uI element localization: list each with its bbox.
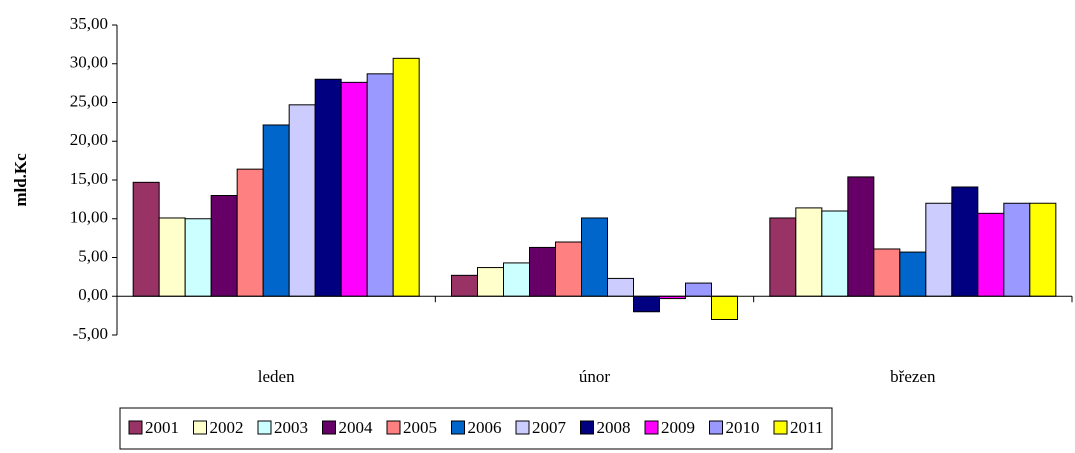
y-tick-label: 0,00 (78, 285, 108, 304)
bar (366, 73, 394, 297)
y-tick-label: 20,00 (70, 130, 108, 149)
bar (451, 274, 478, 297)
bar (633, 295, 660, 313)
bar (607, 277, 634, 297)
bar (711, 295, 738, 320)
y-tick-label: 15,00 (70, 169, 108, 188)
y-tick-label: 30,00 (70, 53, 108, 72)
bar (184, 218, 212, 297)
bar (873, 248, 901, 297)
y-axis-label: mld.Kc (11, 153, 30, 207)
y-tick-label: -5,00 (73, 324, 108, 343)
bar (392, 57, 420, 297)
bar (555, 241, 582, 297)
bar (685, 282, 712, 297)
bar (899, 251, 927, 297)
legend-label: 2002 (210, 418, 244, 437)
bar (925, 202, 953, 297)
legend-swatch (580, 420, 594, 435)
legend-label: 2004 (339, 418, 374, 437)
legend-swatch (451, 420, 465, 435)
bar (795, 207, 823, 297)
legend-swatch (257, 420, 272, 435)
bar (288, 104, 316, 297)
legend-label: 2006 (468, 418, 502, 437)
x-tick-label: únor (579, 367, 611, 386)
bar (977, 212, 1005, 297)
bar (769, 217, 797, 297)
y-tick-label: 25,00 (70, 91, 108, 110)
legend-label: 2001 (145, 418, 179, 437)
bar (314, 78, 342, 297)
legend-label: 2009 (661, 418, 695, 437)
legend-swatch (515, 420, 530, 435)
y-tick-label: 10,00 (70, 208, 108, 227)
bar (158, 217, 186, 297)
bar (821, 210, 849, 297)
legend-swatch (128, 420, 143, 435)
bar (340, 81, 368, 297)
legend-label: 2008 (597, 418, 631, 437)
bar (951, 186, 979, 297)
bar (1029, 202, 1057, 297)
bar (262, 124, 290, 297)
bar (210, 195, 238, 297)
legend-swatch (773, 420, 788, 435)
legend-label: 2005 (403, 418, 437, 437)
bar (477, 267, 504, 297)
legend-swatch (386, 420, 401, 435)
legend-label: 2007 (532, 418, 567, 437)
legend-swatch (709, 420, 723, 435)
legend-label: 2011 (790, 418, 823, 437)
bar (581, 217, 608, 297)
y-tick-label: 5,00 (78, 246, 108, 265)
legend-swatch (322, 420, 336, 435)
x-tick-label: leden (258, 367, 295, 386)
bar (847, 176, 875, 297)
bar (1003, 202, 1031, 297)
bar (236, 168, 264, 297)
legend-swatch (644, 420, 659, 435)
bar (529, 246, 556, 297)
y-tick-label: 35,00 (70, 14, 108, 33)
legend-swatch (193, 420, 207, 435)
bar (132, 181, 160, 297)
legend-label: 2010 (726, 418, 760, 437)
bar (503, 262, 530, 297)
x-tick-label: březen (890, 367, 936, 386)
legend-label: 2003 (274, 418, 308, 437)
legend-box (119, 407, 833, 450)
